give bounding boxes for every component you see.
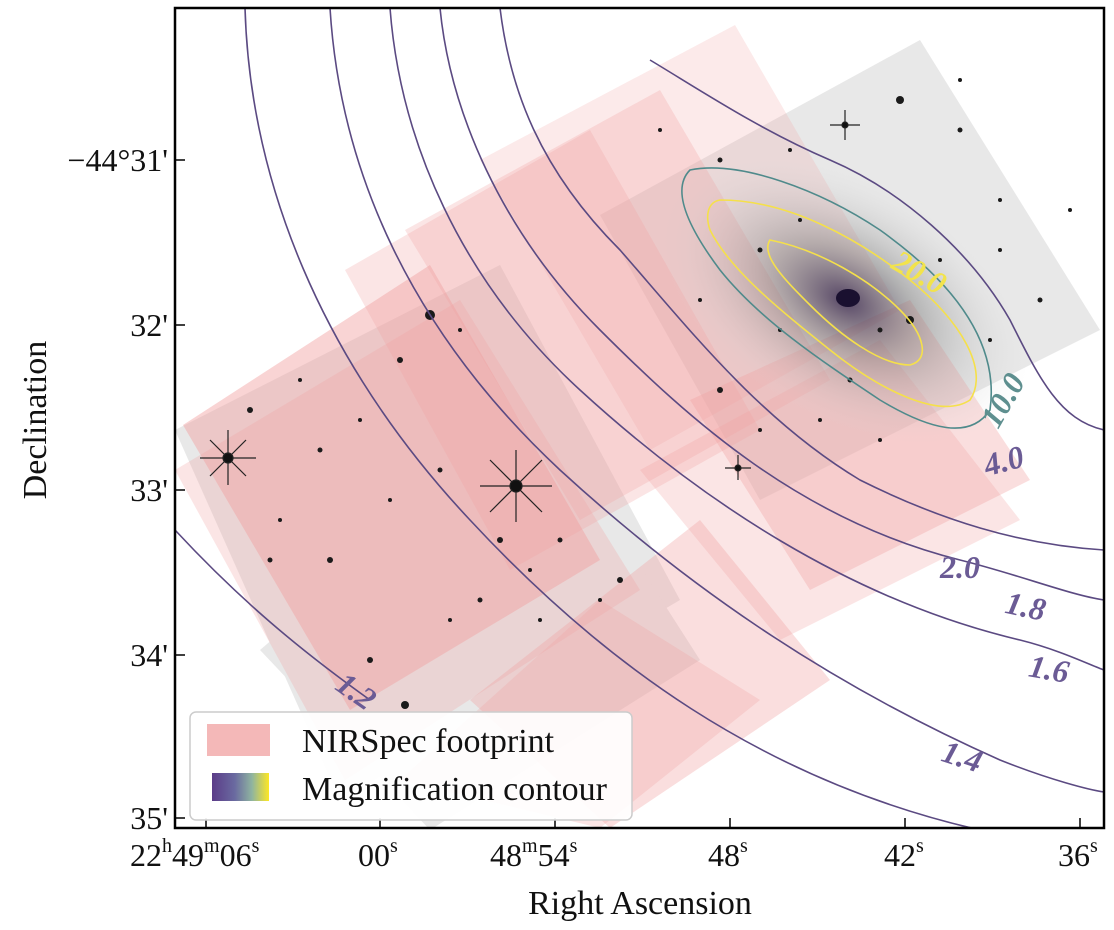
x-tick-label: 00s [358,835,398,873]
sky-image [175,8,1104,828]
legend-label-footprint: NIRSpec footprint [302,723,555,760]
y-tick-label: 35' [130,800,168,836]
x-tick-label: 42s [884,835,924,873]
y-tick-labels: −44°31' 32' 33' 34' 35' [67,142,168,836]
x-tick-labels: 22h49m06s 00s 48m54s 48s 42s 36s [130,835,1098,873]
star-3 [830,110,860,140]
y-tick-label: 32' [130,307,168,343]
y-axis-title: Declination [17,341,54,500]
bcg-galaxy [836,289,860,307]
legend-box [189,711,633,821]
x-tick-label: 22h49m06s [130,835,260,873]
legend-swatch-contour [212,773,269,801]
plot-frame [173,6,1106,830]
y-tick-label: −44°31' [67,142,168,178]
y-tick-label: 33' [130,472,168,508]
galaxies [247,78,1072,709]
star-2 [480,450,552,522]
legend-label-contour: Magnification contour [302,771,608,808]
bright-stars [200,110,860,522]
x-tick-label: 48m54s [490,835,578,873]
magnification-contours [175,8,1104,828]
x-axis-title: Right Ascension [528,885,752,922]
contour-label: 1.6 [1026,648,1072,690]
y-tick-label: 34' [130,637,168,673]
x-tick-label: 36s [1058,835,1098,873]
legend: NIRSpec footprint Magnification contour [189,711,633,821]
star-1 [200,430,256,485]
star-4 [725,455,751,480]
axis-ticks [175,159,1081,828]
contour-label: 1.8 [1002,584,1049,628]
x-tick-label: 48s [708,835,748,873]
legend-swatch-footprint [207,724,270,756]
contour-label: 2.0 [939,549,980,585]
